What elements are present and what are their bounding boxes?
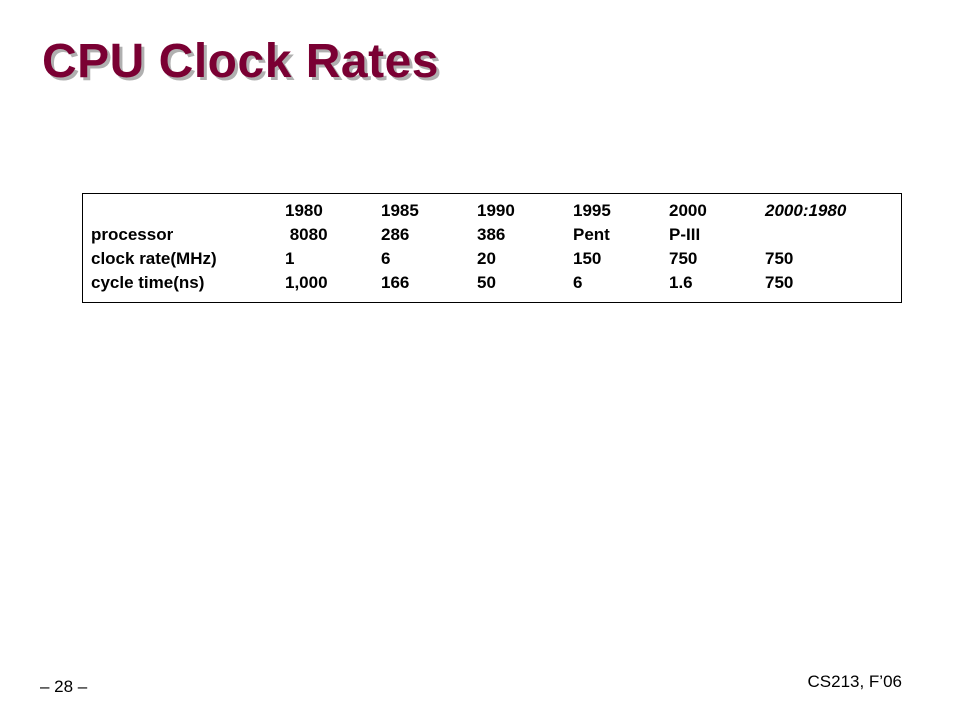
table-cell: 286 bbox=[381, 225, 410, 244]
row-label: processor bbox=[91, 225, 174, 244]
header-cell-1990: 1990 bbox=[477, 201, 515, 220]
header-cell-1995: 1995 bbox=[573, 201, 611, 220]
table-cell: 386 bbox=[477, 225, 506, 244]
table-cell: 6 bbox=[573, 273, 583, 292]
clock-rates-table-box: 1980 1985 1990 1995 2000 2000:1980 proce… bbox=[82, 193, 902, 303]
slide-title: CPU Clock Rates bbox=[42, 35, 439, 88]
header-cell-empty bbox=[91, 199, 285, 223]
table-cell: 166 bbox=[381, 273, 410, 292]
table-cell: 1,000 bbox=[285, 273, 328, 292]
table-cell: 1 bbox=[285, 249, 295, 268]
table-cell: 750 bbox=[765, 273, 794, 292]
table-cell: Pent bbox=[573, 225, 610, 244]
table-header-row: 1980 1985 1990 1995 2000 2000:1980 bbox=[91, 199, 895, 223]
table-cell: 150 bbox=[573, 249, 602, 268]
header-cell-1985: 1985 bbox=[381, 201, 419, 220]
table-cell: 8080 bbox=[285, 225, 328, 244]
header-cell-1980: 1980 bbox=[285, 201, 323, 220]
table-cell: P-III bbox=[669, 225, 701, 244]
table-cell: 20 bbox=[477, 249, 496, 268]
table-row-processor: processor 8080 286 386 Pent P-III bbox=[91, 223, 895, 247]
table-cell: 50 bbox=[477, 273, 496, 292]
table-cell: 750 bbox=[669, 249, 698, 268]
table-cell: 1.6 bbox=[669, 273, 693, 292]
table-row-cycle-time: cycle time(ns) 1,000 166 50 6 1.6 750 bbox=[91, 271, 895, 295]
table-cell bbox=[765, 223, 895, 247]
page-number: – 28 – bbox=[40, 677, 88, 696]
clock-rates-table: 1980 1985 1990 1995 2000 2000:1980 proce… bbox=[91, 199, 895, 295]
table-cell: 6 bbox=[381, 249, 391, 268]
table-row-clock-rate: clock rate(MHz) 1 6 20 150 750 750 bbox=[91, 247, 895, 271]
course-label: CS213, F’06 bbox=[807, 672, 903, 691]
row-label: clock rate(MHz) bbox=[91, 249, 217, 268]
row-label: cycle time(ns) bbox=[91, 273, 205, 292]
header-cell-2000: 2000 bbox=[669, 201, 707, 220]
header-cell-ratio: 2000:1980 bbox=[765, 201, 847, 220]
table-cell: 750 bbox=[765, 249, 794, 268]
